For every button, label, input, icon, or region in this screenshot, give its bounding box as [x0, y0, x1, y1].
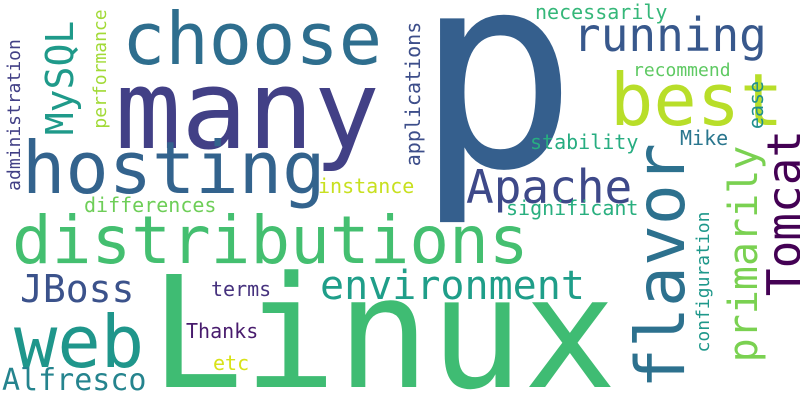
- word-many: many: [115, 46, 380, 174]
- word-significant: significant: [506, 196, 639, 220]
- word-apache: Apache: [466, 160, 633, 214]
- word-environment: environment: [320, 263, 585, 309]
- word-recommend: recommend: [633, 60, 731, 81]
- word-thanks: Thanks: [186, 319, 259, 343]
- word-mysql: MySQL: [38, 20, 82, 136]
- word-administration: administration: [4, 39, 25, 191]
- word-running: running: [573, 8, 767, 62]
- word-applications: applications: [401, 21, 425, 167]
- word-jboss: JBoss: [20, 267, 135, 311]
- word-differences: differences: [84, 193, 217, 217]
- word-linux: Linux: [150, 243, 617, 400]
- word-hosting: hosting: [22, 126, 326, 210]
- word-best: best: [610, 58, 784, 142]
- word-alfresco: Alfresco: [2, 363, 147, 398]
- word-mike: Mike: [680, 126, 729, 150]
- word-etc: etc: [213, 351, 250, 375]
- word-ease: ease: [744, 80, 768, 130]
- word-primarily: primarily: [721, 145, 767, 363]
- word-performance: performance: [90, 9, 111, 129]
- word-instance: instance: [318, 174, 415, 198]
- word-web: web: [14, 300, 145, 384]
- word-distributions: distributions: [12, 202, 529, 279]
- word-flavor: flavor: [622, 143, 701, 389]
- word-p: p: [415, 0, 578, 230]
- word-stability: stability: [530, 130, 639, 154]
- word-terms: terms: [211, 277, 272, 301]
- word-configuration: configuration: [693, 211, 714, 353]
- word-choose: choose: [122, 0, 383, 81]
- word-necessarily: necessarily: [535, 0, 668, 24]
